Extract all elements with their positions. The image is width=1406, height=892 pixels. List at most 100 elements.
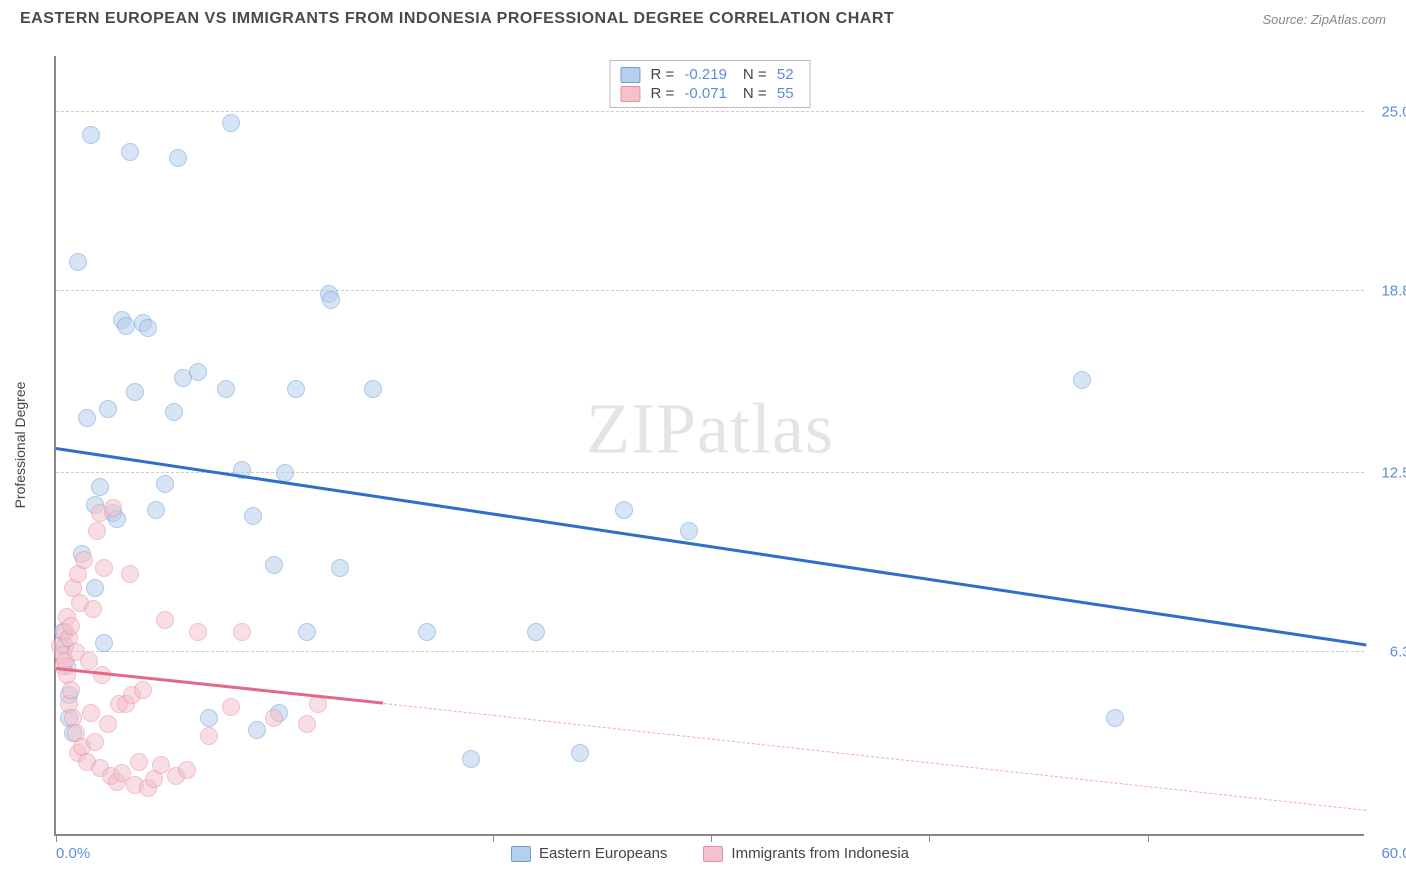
data-point xyxy=(462,750,480,768)
stats-n-value: 55 xyxy=(777,85,794,102)
data-point xyxy=(287,380,305,398)
data-point xyxy=(86,579,104,597)
stats-n-label: N = 55 xyxy=(743,85,800,102)
data-point xyxy=(298,623,316,641)
correlation-stats-box: R = -0.219 N = 52 R = -0.071 N = 55 xyxy=(609,60,810,108)
scatter-chart: Professional Degree ZIPatlas R = -0.219N… xyxy=(54,56,1364,836)
legend-swatch xyxy=(511,846,531,862)
legend-label: Eastern Europeans xyxy=(539,845,667,862)
x-axis-min-label: 0.0% xyxy=(56,845,90,862)
data-point xyxy=(527,623,545,641)
data-point xyxy=(156,611,174,629)
data-point xyxy=(69,253,87,271)
stats-r-value: -0.071 xyxy=(684,85,727,102)
data-point xyxy=(126,383,144,401)
trend-line xyxy=(383,703,1366,811)
y-tick-label: 18.8% xyxy=(1381,282,1406,299)
data-point xyxy=(265,556,283,574)
y-tick-label: 12.5% xyxy=(1381,464,1406,481)
x-tick xyxy=(56,834,57,842)
data-point xyxy=(117,317,135,335)
gridline xyxy=(56,472,1364,473)
data-point xyxy=(84,600,102,618)
data-point xyxy=(418,623,436,641)
data-point xyxy=(82,704,100,722)
stats-n-label: N = 52 xyxy=(743,66,800,83)
data-point xyxy=(217,380,235,398)
y-axis-title: Professional Degree xyxy=(12,382,28,509)
data-point xyxy=(147,501,165,519)
data-point xyxy=(222,698,240,716)
data-point xyxy=(248,721,266,739)
stats-r-label: R = -0.071 xyxy=(650,85,732,102)
data-point xyxy=(139,319,157,337)
y-tick-label: 6.3% xyxy=(1390,644,1406,661)
data-point xyxy=(244,507,262,525)
chart-header: EASTERN EUROPEAN VS IMMIGRANTS FROM INDO… xyxy=(0,0,1406,34)
data-point xyxy=(680,522,698,540)
trend-line xyxy=(56,447,1366,646)
gridline xyxy=(56,290,1364,291)
data-point xyxy=(222,114,240,132)
data-point xyxy=(331,559,349,577)
data-point xyxy=(169,149,187,167)
data-point xyxy=(75,551,93,569)
data-point xyxy=(82,126,100,144)
data-point xyxy=(121,565,139,583)
data-point xyxy=(91,478,109,496)
data-point xyxy=(571,744,589,762)
legend-label: Immigrants from Indonesia xyxy=(731,845,909,862)
data-point xyxy=(78,409,96,427)
series-legend: Eastern Europeans Immigrants from Indones… xyxy=(511,845,909,862)
stats-r-label: R = -0.219 xyxy=(650,66,732,83)
data-point xyxy=(62,681,80,699)
chart-source: Source: ZipAtlas.com xyxy=(1262,12,1386,27)
data-point xyxy=(121,143,139,161)
data-point xyxy=(233,623,251,641)
data-point xyxy=(1106,709,1124,727)
x-axis-max-label: 60.0% xyxy=(1381,845,1406,862)
chart-title: EASTERN EUROPEAN VS IMMIGRANTS FROM INDO… xyxy=(20,10,894,28)
stats-n-value: 52 xyxy=(777,66,794,83)
legend-item: Eastern Europeans xyxy=(511,845,667,862)
stats-r-value: -0.219 xyxy=(684,66,727,83)
data-point xyxy=(80,652,98,670)
data-point xyxy=(134,681,152,699)
data-point xyxy=(189,623,207,641)
data-point xyxy=(1073,371,1091,389)
stats-row: R = -0.071 N = 55 xyxy=(620,84,799,103)
x-tick xyxy=(711,834,712,842)
data-point xyxy=(104,499,122,517)
data-point xyxy=(200,727,218,745)
data-point xyxy=(615,501,633,519)
data-point xyxy=(276,464,294,482)
data-point xyxy=(265,709,283,727)
data-point xyxy=(62,617,80,635)
legend-swatch xyxy=(620,67,640,83)
trend-line xyxy=(56,667,384,704)
data-point xyxy=(200,709,218,727)
data-point xyxy=(95,559,113,577)
data-point xyxy=(178,761,196,779)
data-point xyxy=(130,753,148,771)
data-point xyxy=(152,756,170,774)
data-point xyxy=(156,475,174,493)
data-point xyxy=(88,522,106,540)
x-tick xyxy=(493,834,494,842)
data-point xyxy=(95,634,113,652)
data-point xyxy=(322,291,340,309)
legend-swatch xyxy=(620,86,640,102)
gridline xyxy=(56,651,1364,652)
data-point xyxy=(298,715,316,733)
y-tick-label: 25.0% xyxy=(1381,103,1406,120)
x-tick xyxy=(1148,834,1149,842)
data-point xyxy=(86,733,104,751)
legend-item: Immigrants from Indonesia xyxy=(703,845,909,862)
data-point xyxy=(99,400,117,418)
data-point xyxy=(99,715,117,733)
watermark-text: ZIPatlas xyxy=(586,388,834,471)
gridline xyxy=(56,111,1364,112)
data-point xyxy=(364,380,382,398)
stats-row: R = -0.219 N = 52 xyxy=(620,65,799,84)
x-tick xyxy=(929,834,930,842)
